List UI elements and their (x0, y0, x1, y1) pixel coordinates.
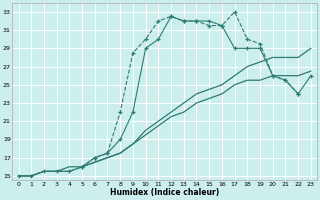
X-axis label: Humidex (Indice chaleur): Humidex (Indice chaleur) (110, 188, 219, 197)
